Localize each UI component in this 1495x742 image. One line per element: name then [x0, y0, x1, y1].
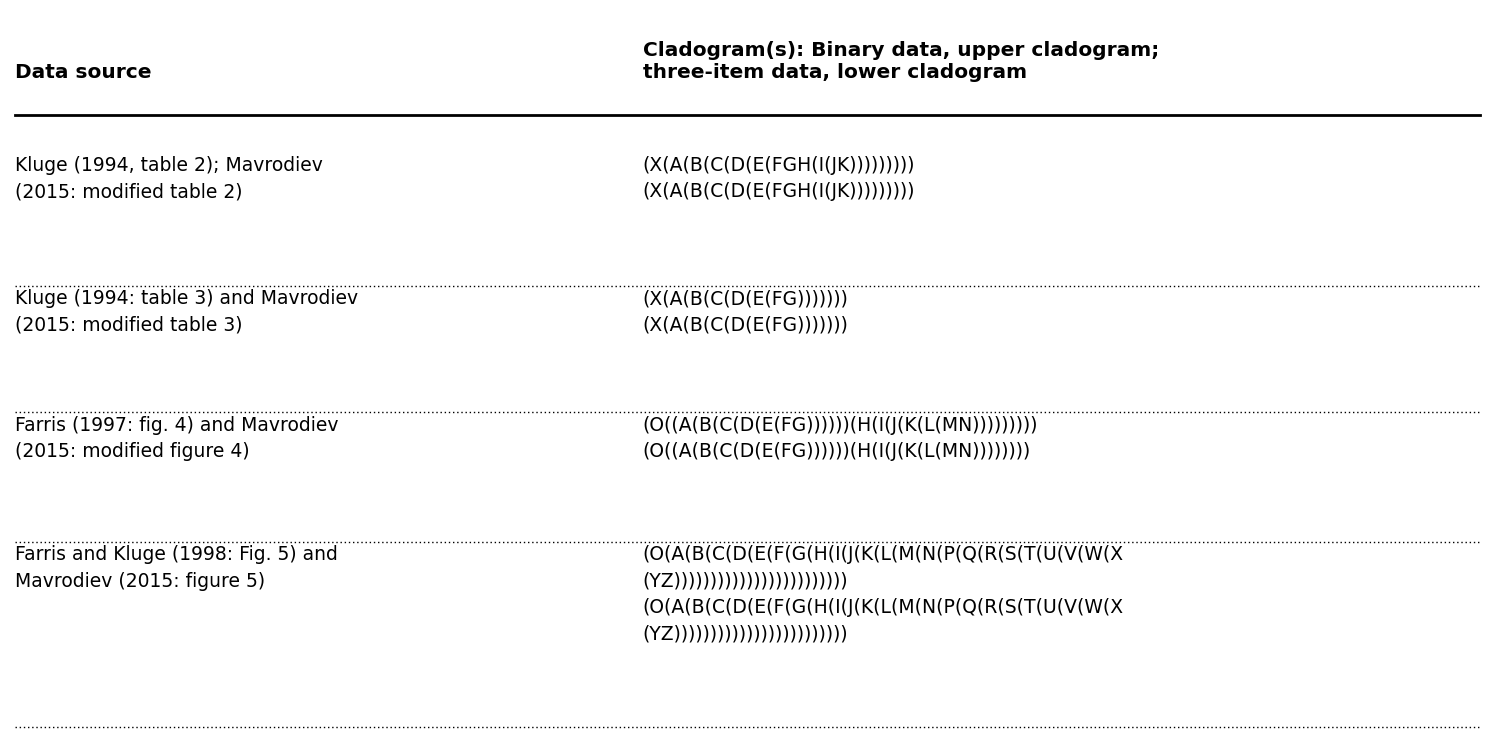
Text: (X(A(B(C(D(E(FG)))))))
(X(A(B(C(D(E(FG))))))): (X(A(B(C(D(E(FG))))))) (X(A(B(C(D(E(FG))…: [643, 289, 849, 335]
Text: Farris and Kluge (1998: Fig. 5) and
Mavrodiev (2015: figure 5): Farris and Kluge (1998: Fig. 5) and Mavr…: [15, 545, 338, 591]
Text: (X(A(B(C(D(E(FGH(I(JK)))))))))
(X(A(B(C(D(E(FGH(I(JK))))))))): (X(A(B(C(D(E(FGH(I(JK))))))))) (X(A(B(C(…: [643, 156, 915, 201]
Text: Data source: Data source: [15, 63, 151, 82]
Text: Kluge (1994: table 3) and Mavrodiev
(2015: modified table 3): Kluge (1994: table 3) and Mavrodiev (201…: [15, 289, 359, 335]
Text: Cladogram(s): Binary data, upper cladogram;
three-item data, lower cladogram: Cladogram(s): Binary data, upper cladogr…: [643, 41, 1159, 82]
Text: (O(A(B(C(D(E(F(G(H(I(J(K(L(M(N(P(Q(R(S(T(U(V(W(X
(YZ))))))))))))))))))))))))
(O(: (O(A(B(C(D(E(F(G(H(I(J(K(L(M(N(P(Q(R(S(T…: [643, 545, 1124, 644]
Text: Kluge (1994, table 2); Mavrodiev
(2015: modified table 2): Kluge (1994, table 2); Mavrodiev (2015: …: [15, 156, 323, 201]
Text: Farris (1997: fig. 4) and Mavrodiev
(2015: modified figure 4): Farris (1997: fig. 4) and Mavrodiev (201…: [15, 416, 338, 461]
Text: (O((A(B(C(D(E(FG))))))(H(I(J(K(L(MN)))))))))
(O((A(B(C(D(E(FG))))))(H(I(J(K(L(MN: (O((A(B(C(D(E(FG))))))(H(I(J(K(L(MN)))))…: [643, 416, 1039, 461]
